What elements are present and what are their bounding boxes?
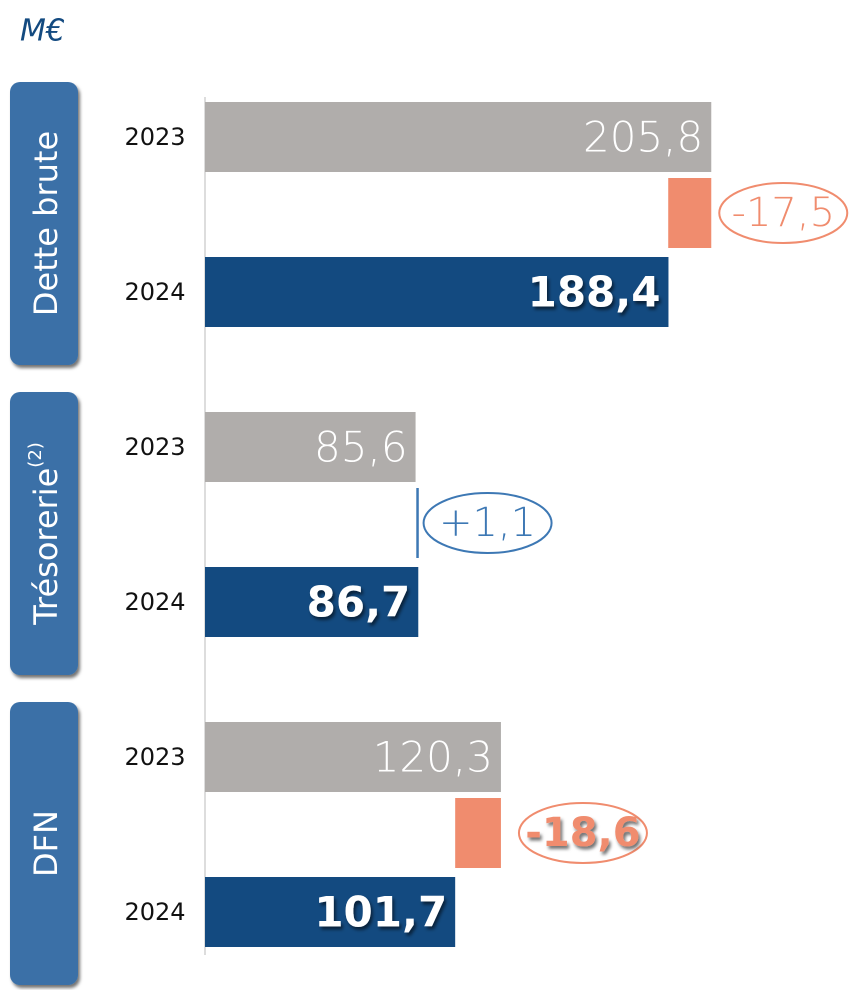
change-label: -17,5 <box>732 190 836 236</box>
bar <box>205 722 501 792</box>
bar <box>205 567 419 637</box>
group-tab <box>10 702 78 985</box>
group-tab <box>10 392 78 675</box>
change-label: -18,6 <box>525 810 640 856</box>
value-label: 188,4 <box>528 268 661 317</box>
change-ellipse <box>718 182 849 244</box>
change-bar <box>416 488 419 558</box>
group-name: Dette brute <box>27 131 65 316</box>
year-label: 2024 <box>124 898 185 926</box>
group-tab <box>10 82 78 365</box>
group-label: Dette brute <box>27 131 65 316</box>
bar <box>205 257 669 327</box>
value-label: 86,7 <box>307 578 411 627</box>
bar <box>205 877 456 947</box>
group-label: DFN <box>27 810 65 877</box>
unit: M€ <box>20 14 65 49</box>
value-label: 85,6 <box>314 423 408 472</box>
value-label: 101,7 <box>314 888 447 937</box>
group-superscript: (2) <box>25 442 46 468</box>
value-label: 120,3 <box>373 733 493 782</box>
change-label: +1,1 <box>439 500 536 546</box>
change-bar <box>455 798 501 868</box>
year-label: 2023 <box>124 743 185 771</box>
year-label: 2024 <box>124 278 185 306</box>
group-label: Trésorerie(2) <box>25 442 65 626</box>
year-label: 2024 <box>124 588 185 616</box>
year-label: 2023 <box>124 123 185 151</box>
bar <box>205 102 712 172</box>
change-bar <box>668 178 712 248</box>
bar <box>205 412 416 482</box>
value-label: 205,8 <box>583 113 703 162</box>
change-ellipse <box>422 492 553 554</box>
year-label: 2023 <box>124 433 185 461</box>
group-name: DFN <box>27 810 65 877</box>
group-name: Trésorerie <box>27 468 65 626</box>
change-ellipse <box>517 802 648 864</box>
